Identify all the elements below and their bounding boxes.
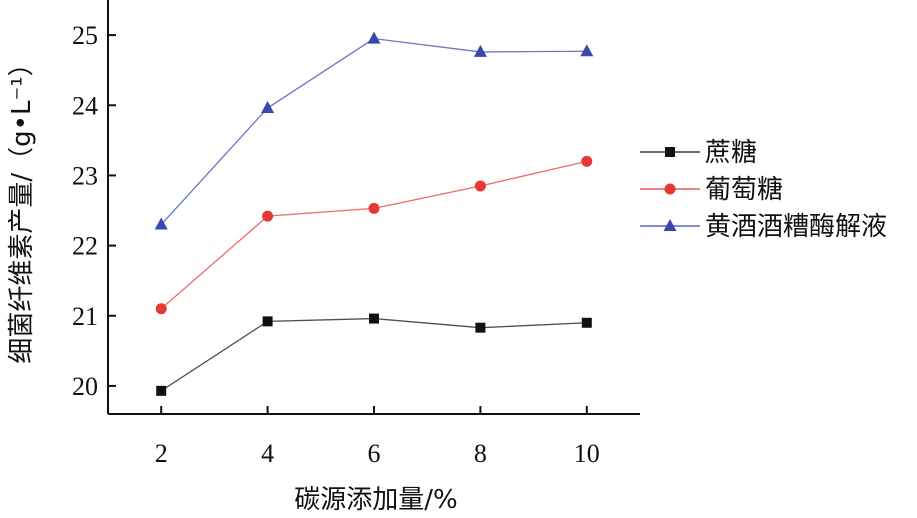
data-point	[580, 44, 594, 57]
x-tick-label: 8	[474, 439, 487, 468]
legend-marker	[665, 147, 675, 157]
x-axis-title: 碳源添加量/%	[294, 485, 457, 515]
data-point	[155, 303, 167, 315]
data-point	[262, 210, 274, 222]
y-tick-label: 22	[72, 232, 98, 261]
series-markers	[154, 31, 594, 396]
data-point	[368, 202, 380, 214]
data-point	[369, 313, 379, 324]
x-ticks: 2 4 6 8 10	[155, 406, 600, 468]
x-tick-label: 6	[368, 439, 381, 468]
series-line	[160, 160, 587, 310]
legend-marker	[663, 219, 677, 231]
data-point	[473, 44, 487, 57]
series-lines	[160, 37, 587, 392]
legend-label: 蔗糖	[705, 138, 757, 168]
y-tick-label: 21	[72, 302, 98, 331]
data-point	[261, 101, 275, 114]
y-ticks: 20 21 22 23 24 25	[72, 21, 116, 401]
x-tick-label: 4	[261, 439, 274, 468]
series-line	[160, 317, 587, 392]
data-point	[367, 31, 381, 44]
y-tick-label: 20	[72, 372, 98, 401]
legend-label: 黄酒酒糟酶解液	[705, 212, 887, 242]
data-point	[581, 155, 593, 167]
x-tick-label: 2	[155, 439, 168, 468]
legend-marker	[664, 183, 676, 195]
data-point	[262, 316, 273, 327]
data-point	[475, 322, 486, 333]
series-line	[160, 37, 587, 225]
y-tick-label: 25	[72, 21, 98, 50]
x-tick-label: 10	[574, 439, 600, 468]
y-axis-title: 细菌纤维素产量/（g•L⁻¹）	[7, 50, 37, 363]
data-point	[156, 385, 167, 396]
data-point	[154, 217, 168, 230]
y-tick-label: 24	[72, 91, 98, 120]
legend-label: 葡萄糖	[705, 175, 783, 205]
y-tick-label: 23	[72, 161, 98, 190]
data-point	[581, 317, 592, 328]
data-point	[474, 180, 486, 192]
